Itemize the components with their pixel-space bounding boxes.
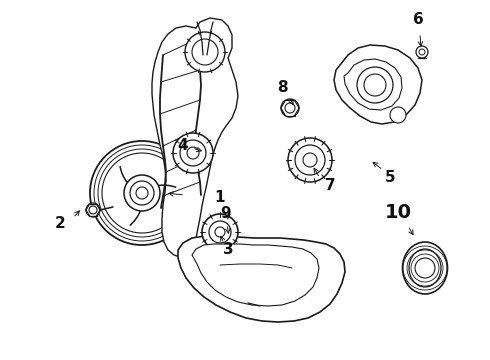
Circle shape — [187, 147, 199, 159]
Circle shape — [173, 133, 213, 173]
Circle shape — [130, 181, 154, 205]
Circle shape — [185, 32, 225, 72]
Circle shape — [209, 221, 231, 243]
Circle shape — [419, 49, 425, 55]
Circle shape — [86, 203, 100, 217]
Circle shape — [285, 103, 295, 113]
Polygon shape — [178, 236, 345, 322]
Circle shape — [364, 74, 386, 96]
Ellipse shape — [402, 242, 447, 294]
Circle shape — [215, 227, 225, 237]
Circle shape — [124, 175, 160, 211]
Ellipse shape — [409, 249, 441, 287]
Circle shape — [102, 153, 182, 233]
Circle shape — [98, 149, 186, 237]
Circle shape — [281, 99, 299, 117]
Polygon shape — [344, 59, 402, 110]
Circle shape — [94, 145, 190, 241]
Polygon shape — [334, 45, 422, 124]
Circle shape — [416, 46, 428, 58]
Text: 2: 2 — [54, 216, 65, 230]
Text: 10: 10 — [385, 202, 412, 221]
Circle shape — [89, 206, 97, 214]
Text: 4: 4 — [178, 138, 188, 153]
Circle shape — [357, 67, 393, 103]
Text: 1: 1 — [215, 190, 225, 206]
Circle shape — [415, 258, 435, 278]
Circle shape — [180, 140, 206, 166]
Circle shape — [136, 187, 148, 199]
Circle shape — [288, 138, 332, 182]
Circle shape — [192, 39, 218, 65]
Text: 7: 7 — [325, 177, 335, 193]
Text: 9: 9 — [220, 206, 231, 220]
Polygon shape — [152, 18, 238, 257]
Polygon shape — [192, 244, 319, 306]
Text: 5: 5 — [385, 171, 395, 185]
Text: 3: 3 — [222, 243, 233, 257]
Circle shape — [295, 145, 325, 175]
Circle shape — [90, 141, 194, 245]
Circle shape — [303, 153, 317, 167]
Text: 6: 6 — [413, 13, 423, 27]
Text: 8: 8 — [277, 81, 287, 95]
Circle shape — [390, 107, 406, 123]
Circle shape — [202, 214, 238, 250]
